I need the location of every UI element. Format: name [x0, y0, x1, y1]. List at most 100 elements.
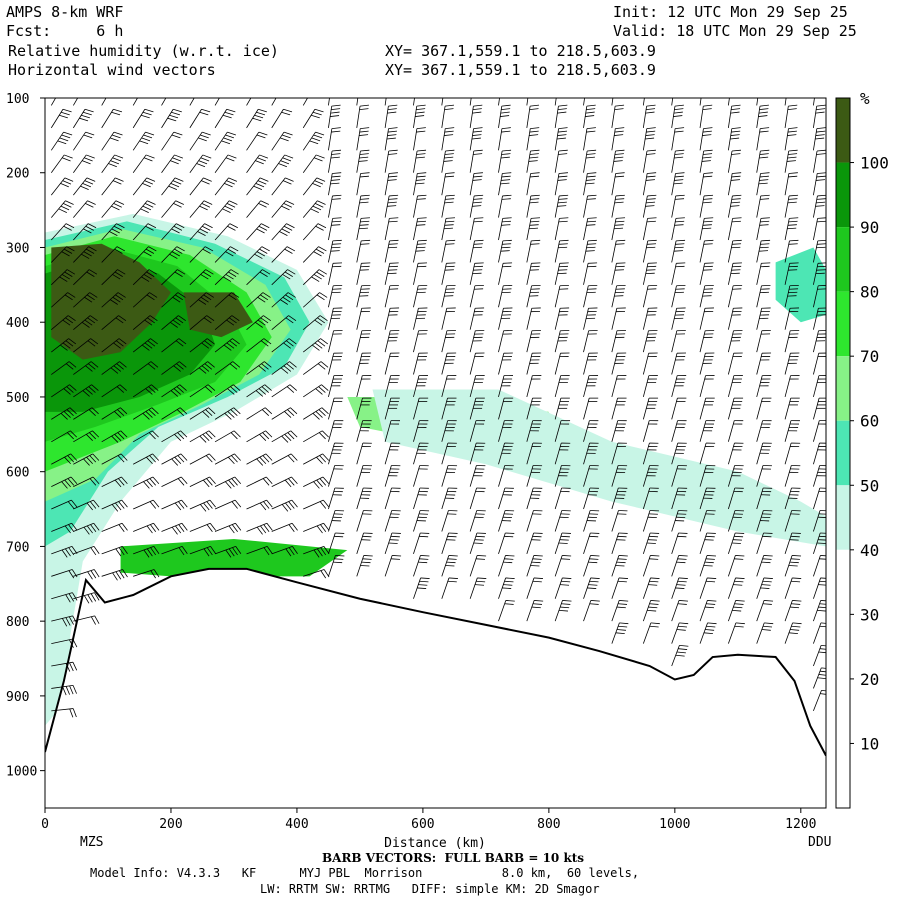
barb-flag	[281, 228, 290, 234]
barb-flag	[206, 478, 213, 486]
barb-shaft	[271, 200, 287, 218]
barb-shaft	[671, 106, 676, 128]
barb-shaft	[611, 487, 619, 510]
wind-barb	[161, 131, 183, 151]
barb-flag	[531, 561, 541, 564]
barb-shaft	[189, 522, 211, 532]
barb-flag	[500, 250, 510, 252]
barb-flag	[120, 453, 128, 461]
barb-shaft	[469, 330, 476, 353]
barb-flag	[331, 224, 341, 226]
barb-flag	[817, 677, 826, 680]
barb-flag	[759, 90, 768, 91]
barb-flag	[117, 409, 125, 417]
wind-barb	[101, 453, 128, 465]
barb-flag	[227, 411, 235, 418]
barb-flag	[762, 558, 772, 560]
barb-flag	[819, 603, 826, 605]
wind-barb	[469, 98, 472, 106]
wind-barb	[699, 465, 716, 487]
barb-shaft	[813, 420, 820, 442]
wind-barb	[214, 269, 239, 286]
barb-flag	[586, 130, 596, 133]
wind-barb	[356, 510, 373, 532]
barb-flag	[361, 561, 371, 564]
barb-flag	[360, 194, 370, 197]
wind-barb	[246, 223, 270, 241]
colorbar-segment	[836, 678, 850, 744]
barb-flag	[585, 111, 595, 114]
barb-shaft	[271, 545, 293, 555]
barb-shaft	[132, 453, 153, 465]
barb-shaft	[784, 353, 791, 375]
barb-flag	[145, 248, 155, 254]
barb-flag	[120, 407, 128, 415]
barb-shaft	[699, 106, 704, 128]
barb-flag	[760, 587, 770, 589]
wind-barb	[214, 200, 238, 218]
wind-barb	[583, 149, 597, 173]
barb-flag	[289, 361, 297, 368]
barb-flag	[291, 522, 298, 531]
wind-barb	[73, 430, 100, 443]
barb-shaft	[302, 154, 317, 173]
wind-barb	[51, 476, 78, 489]
barb-flag	[109, 93, 118, 95]
wind-barb	[189, 292, 214, 308]
wind-barb	[51, 615, 78, 627]
barb-flag	[63, 225, 72, 231]
barb-flag	[333, 561, 343, 564]
wind-barb	[328, 104, 341, 128]
wind-barb	[101, 407, 128, 420]
barb-flag	[530, 220, 540, 223]
barb-flag	[615, 243, 625, 245]
barb-shaft	[303, 384, 322, 398]
barb-flag	[173, 388, 181, 395]
barb-shaft	[727, 442, 735, 465]
wind-barb	[132, 338, 158, 353]
wind-barb	[302, 292, 328, 308]
barb-flag	[266, 476, 273, 485]
wind-barb	[671, 375, 687, 398]
barb-shaft	[73, 154, 87, 173]
barb-shaft	[132, 338, 151, 353]
barb-flag	[258, 203, 267, 208]
wind-barb	[498, 104, 511, 128]
barb-flag	[233, 430, 241, 438]
wind-barb	[51, 499, 78, 510]
barb-flag	[260, 200, 270, 205]
wind-barb	[73, 453, 100, 466]
barb-shaft	[133, 499, 154, 510]
barb-shaft	[583, 375, 590, 398]
barb-flag	[616, 561, 626, 564]
barb-flag	[63, 388, 71, 395]
wind-barb	[384, 330, 400, 353]
barb-flag	[313, 157, 323, 162]
wind-barb	[161, 315, 186, 330]
barb-flag	[288, 478, 295, 486]
barb-shaft	[133, 545, 154, 555]
barb-flag	[502, 239, 512, 242]
barb-flag	[288, 338, 297, 345]
wind-barb	[132, 177, 156, 196]
wind-barb	[189, 522, 216, 532]
barb-shaft	[73, 246, 89, 263]
barb-shaft	[328, 218, 334, 241]
barb-shaft	[813, 218, 818, 241]
wind-barb	[384, 262, 399, 285]
barb-flag	[110, 160, 120, 165]
barb-flag	[704, 606, 715, 609]
barb-shaft	[526, 195, 532, 218]
barb-shaft	[246, 131, 260, 151]
wind-barb	[784, 284, 799, 308]
barb-flag	[83, 134, 93, 139]
wind-barb	[384, 375, 400, 398]
barb-flag	[558, 175, 568, 178]
barb-shaft	[214, 269, 232, 286]
barb-flag	[787, 108, 797, 111]
barb-flag	[363, 555, 373, 557]
barb-flag	[228, 479, 235, 488]
barb-flag	[261, 386, 269, 393]
barb-flag	[288, 501, 295, 509]
